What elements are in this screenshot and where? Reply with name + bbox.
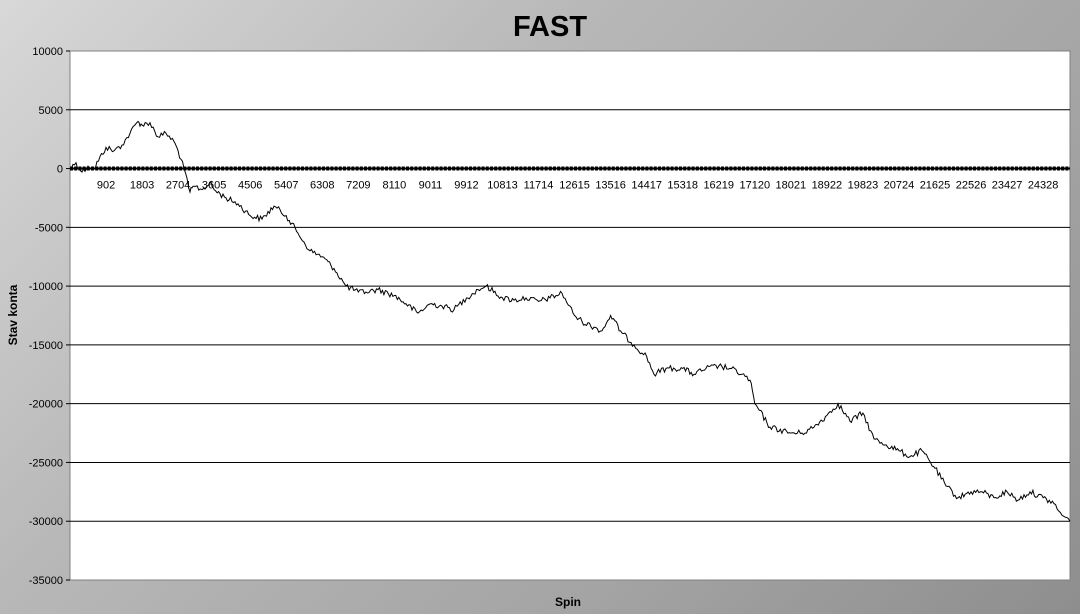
- series-group: [69, 120, 1071, 522]
- x-tick-label: 2704: [166, 180, 190, 192]
- x-tick-label: 3605: [202, 180, 226, 192]
- x-tick-label: 23427: [992, 180, 1023, 192]
- x-tick-label: 22526: [956, 180, 987, 192]
- y-tick-label: 10000: [32, 46, 63, 58]
- plot-area: [69, 50, 1071, 581]
- y-tick-label: -15000: [29, 340, 63, 352]
- x-axis-ticks: 902 1803 2704 3605 4506 5407 6308 7209 8110 9011 9…: [97, 180, 1059, 192]
- y-tick-label: -30000: [29, 516, 63, 528]
- y-tick-label: -20000: [29, 399, 63, 411]
- y-tick-label: 5000: [39, 105, 63, 117]
- x-tick-label: 13516: [595, 180, 626, 192]
- y-axis-ticks: 10000 5000 0 -5000 -10000 -15000 -20000 -25000 -…: [29, 46, 70, 587]
- x-tick-label: 11714: [524, 180, 554, 192]
- x-tick-label: 16219: [703, 180, 734, 192]
- x-tick-label: 8110: [383, 180, 407, 192]
- x-tick-label: 17120: [739, 180, 770, 192]
- x-tick-label: 1803: [130, 180, 154, 192]
- x-axis-label: Spin: [555, 595, 581, 609]
- y-axis-label: Stav konta: [6, 284, 20, 345]
- y-tick-label: 0: [57, 164, 63, 176]
- x-tick-label: 18021: [776, 180, 807, 192]
- y-tick-label: -35000: [29, 575, 63, 587]
- x-tick-label: 14417: [631, 180, 662, 192]
- x-tick-label: 7209: [346, 180, 370, 192]
- series-line: [69, 120, 1071, 522]
- x-tick-label: 5407: [274, 180, 298, 192]
- x-tick-label: 4506: [238, 180, 262, 192]
- grid-lines: [70, 109, 1070, 522]
- x-tick-label: 902: [97, 180, 115, 192]
- x-tick-label: 18922: [812, 180, 843, 192]
- x-tick-label: 9912: [454, 180, 478, 192]
- chart-title: FAST: [513, 11, 587, 43]
- x-tick-label: 21625: [920, 180, 951, 192]
- x-tick-label: 12615: [559, 180, 590, 192]
- x-tick-label: 9011: [419, 180, 443, 192]
- y-tick-label: -25000: [29, 457, 63, 469]
- y-tick-label: -10000: [29, 281, 63, 293]
- x-tick-label: 20724: [884, 180, 915, 192]
- x-tick-label: 6308: [310, 180, 334, 192]
- y-tick-label: -5000: [35, 222, 63, 234]
- x-tick-label: 24328: [1028, 180, 1059, 192]
- x-tick-label: 10813: [487, 180, 518, 192]
- x-tick-label: 15318: [667, 180, 698, 192]
- x-tick-label: 19823: [848, 180, 879, 192]
